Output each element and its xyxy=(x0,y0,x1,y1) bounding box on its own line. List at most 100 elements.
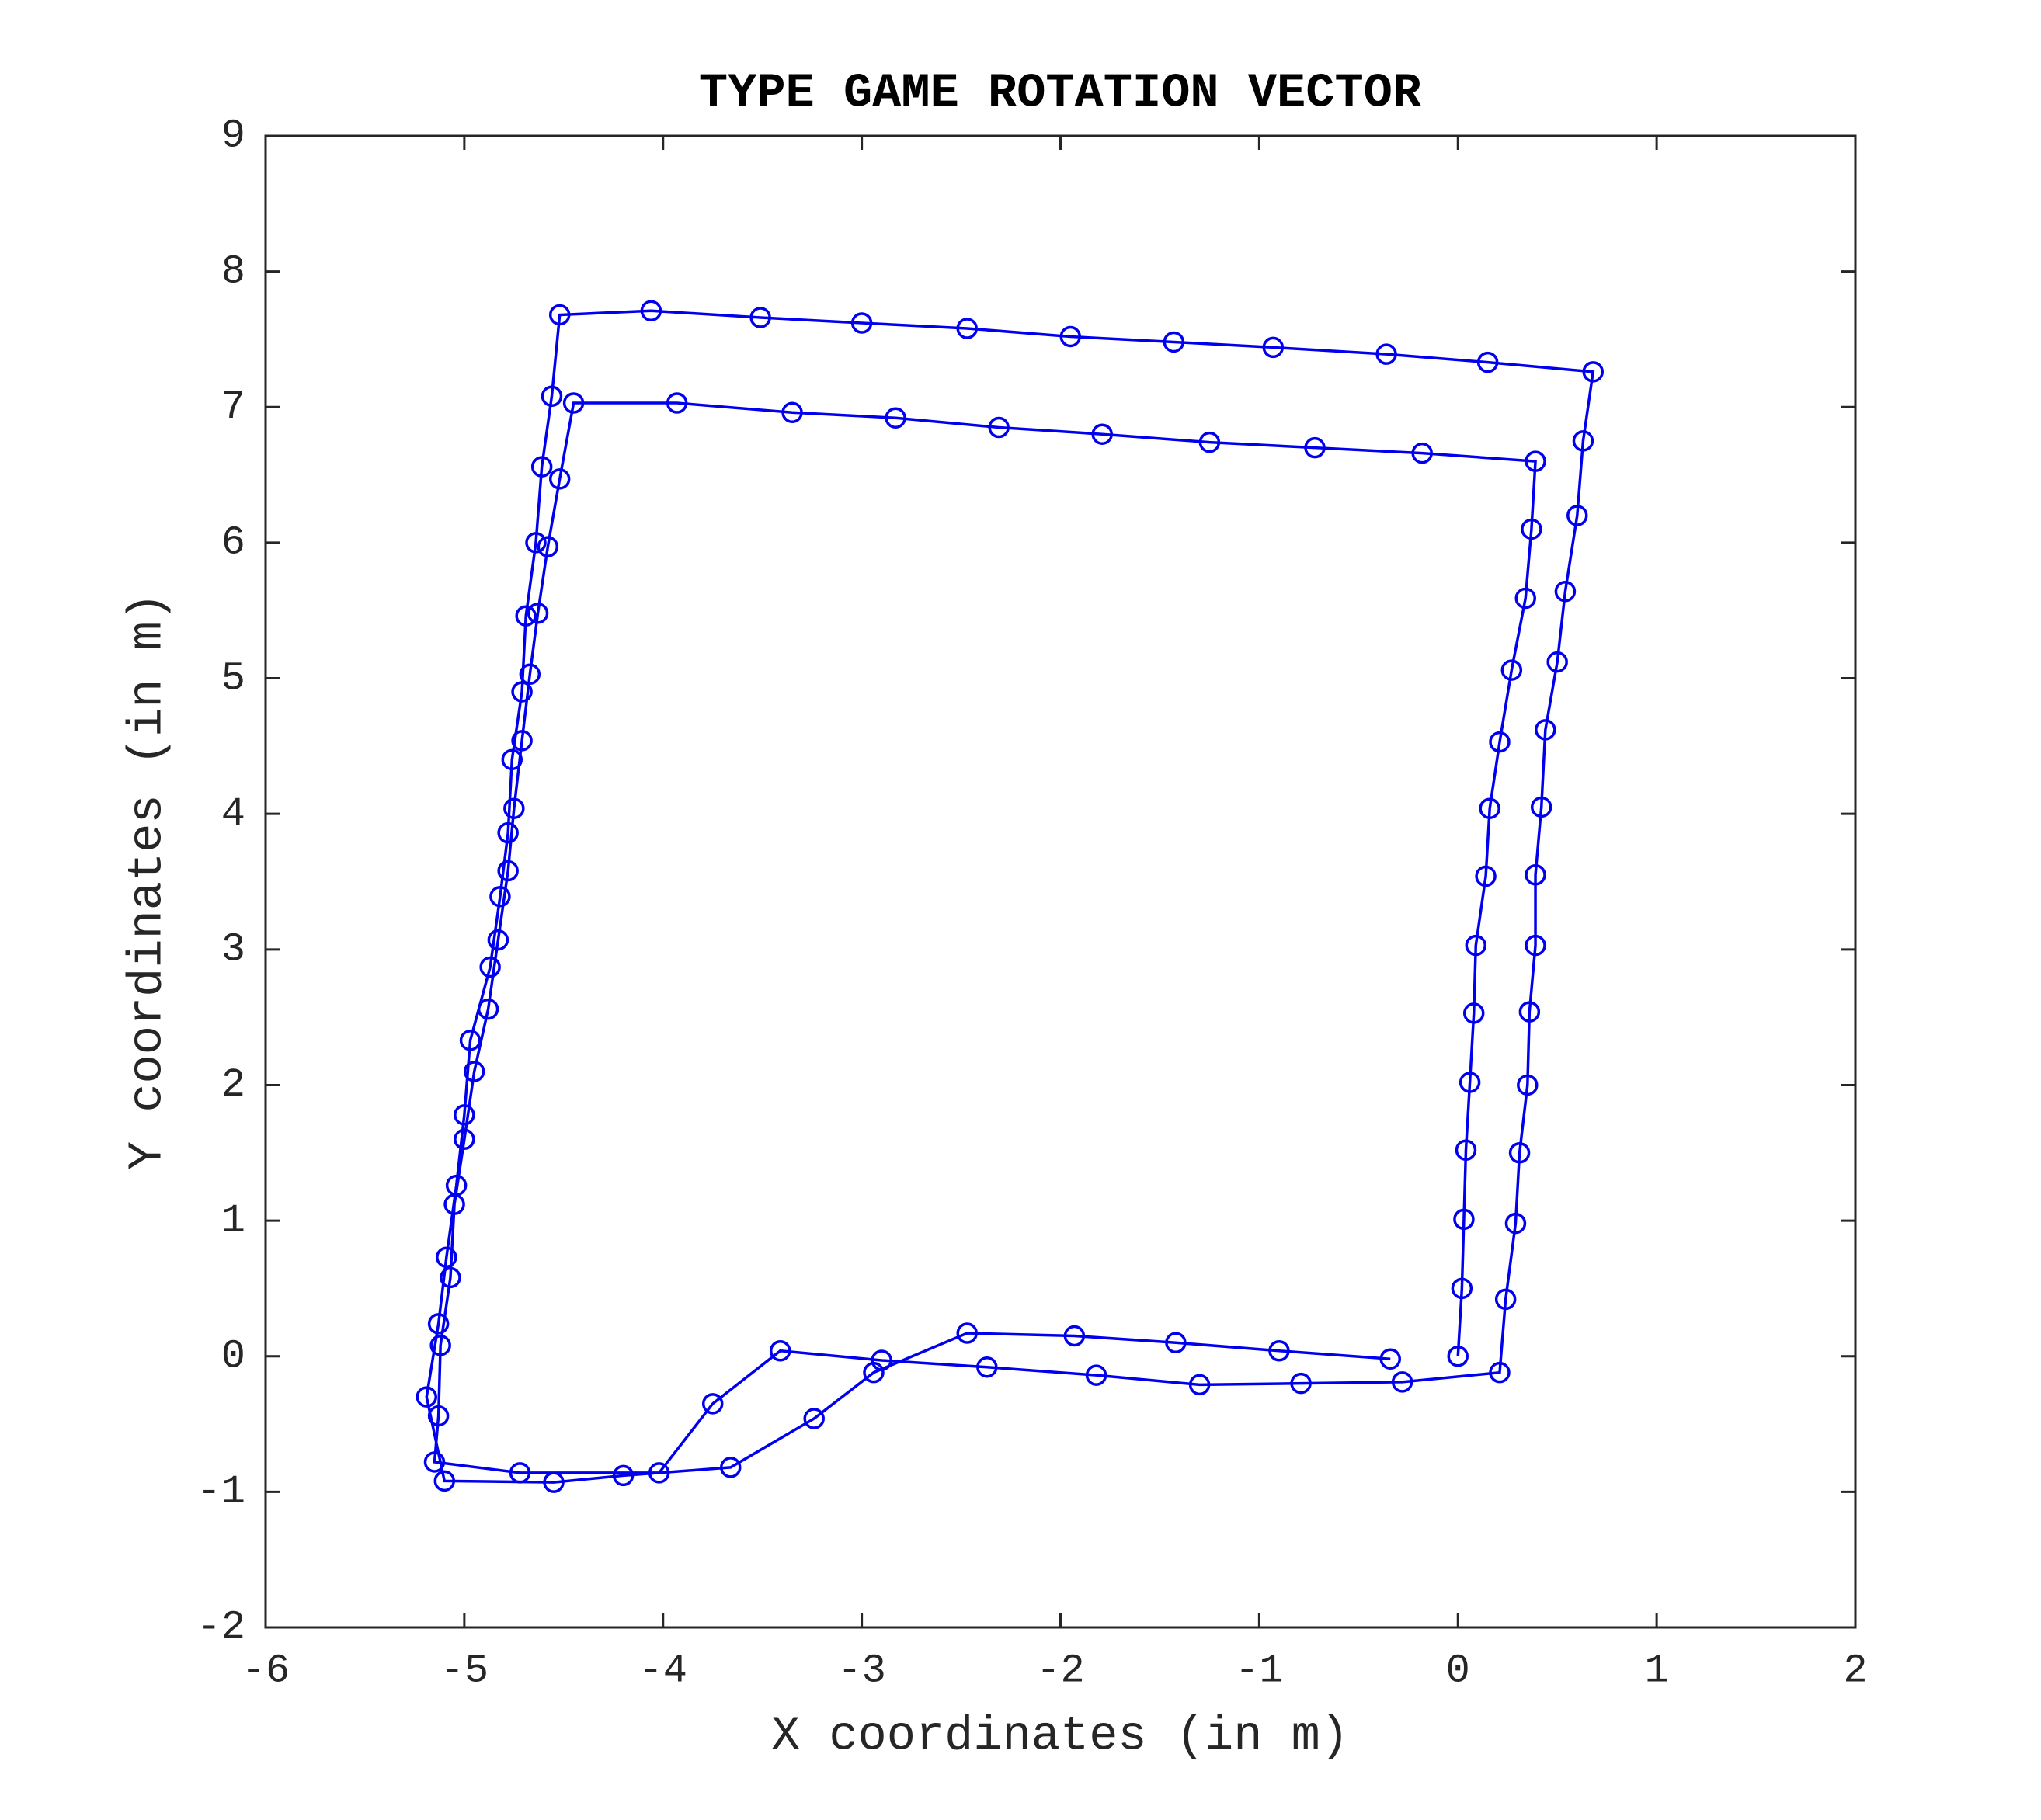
marker xyxy=(548,468,571,490)
y-tick-label: 4 xyxy=(221,791,245,837)
y-tick-label: 0 xyxy=(221,1333,245,1379)
marker xyxy=(489,885,511,908)
marker xyxy=(530,456,553,478)
marker xyxy=(429,1335,451,1356)
marker xyxy=(562,392,585,414)
marker xyxy=(1063,1325,1086,1347)
marker xyxy=(1582,361,1604,383)
x-tick-label: -5 xyxy=(440,1648,489,1694)
marker xyxy=(454,1104,475,1126)
marker xyxy=(1447,1345,1469,1367)
y-tick-label: 3 xyxy=(221,927,245,973)
marker xyxy=(701,1393,724,1415)
marker xyxy=(1188,1374,1211,1396)
x-tick-label: -2 xyxy=(1036,1648,1084,1694)
marker xyxy=(436,1246,457,1268)
chart-title: TYPE GAME ROTATION VECTOR xyxy=(699,65,1422,120)
marker xyxy=(863,1361,885,1384)
marker xyxy=(463,1061,485,1082)
marker xyxy=(1268,1339,1290,1362)
marker xyxy=(1500,659,1523,681)
x-tick-label: -6 xyxy=(242,1648,290,1694)
marker xyxy=(666,392,688,414)
marker xyxy=(781,401,803,424)
marker xyxy=(1518,1001,1541,1023)
marker xyxy=(1517,1074,1539,1096)
marker xyxy=(1566,505,1588,526)
marker xyxy=(803,1408,825,1429)
marker xyxy=(519,663,541,686)
marker xyxy=(648,1462,670,1484)
y-axis-label: Y coordinates (in m) xyxy=(120,592,175,1170)
marker xyxy=(1525,934,1546,957)
marker xyxy=(487,929,509,951)
y-tick-label: 6 xyxy=(221,520,245,566)
x-tick-label: 1 xyxy=(1645,1648,1669,1694)
marker xyxy=(515,605,537,627)
marker xyxy=(501,748,523,771)
marker xyxy=(543,1471,565,1493)
marker xyxy=(1455,1139,1477,1162)
x-tick-label: -1 xyxy=(1235,1648,1283,1694)
marker xyxy=(956,1322,978,1344)
marker xyxy=(1546,651,1568,673)
marker xyxy=(1525,450,1546,472)
x-tick-label: 2 xyxy=(1843,1648,1867,1694)
x-tick-label: -4 xyxy=(639,1648,687,1694)
marker xyxy=(440,1266,461,1289)
marker xyxy=(1459,1072,1481,1093)
marker xyxy=(503,797,525,819)
marker xyxy=(537,536,559,557)
y-tick-label: 7 xyxy=(221,384,245,430)
marker xyxy=(976,1356,998,1378)
marker xyxy=(1198,431,1221,453)
marker xyxy=(719,1457,742,1478)
marker xyxy=(1453,1208,1475,1231)
marker xyxy=(1535,719,1556,741)
marker xyxy=(850,312,873,334)
marker xyxy=(1489,1361,1511,1384)
marker xyxy=(1462,1002,1485,1024)
marker xyxy=(445,1174,468,1197)
marker xyxy=(1530,796,1552,818)
marker xyxy=(612,1464,635,1487)
marker xyxy=(1304,436,1326,459)
marker xyxy=(640,300,662,322)
marker xyxy=(1451,1277,1473,1300)
marker xyxy=(1262,336,1285,359)
marker xyxy=(511,681,533,703)
marker xyxy=(497,821,519,844)
marker xyxy=(416,1386,438,1408)
y-tick-label: 8 xyxy=(221,248,245,294)
marker xyxy=(1091,423,1113,445)
y-tick-label: 2 xyxy=(221,1062,245,1108)
y-tick-label: 9 xyxy=(221,113,245,159)
marker xyxy=(1525,864,1546,886)
y-tick-label: -1 xyxy=(197,1469,245,1515)
marker xyxy=(1379,1348,1402,1370)
marker xyxy=(1489,731,1511,753)
marker xyxy=(1475,865,1497,887)
marker xyxy=(1375,343,1397,365)
marker xyxy=(1554,581,1577,603)
marker xyxy=(988,416,1010,439)
marker xyxy=(769,1339,791,1362)
marker xyxy=(511,730,533,752)
marker xyxy=(454,1128,475,1151)
marker xyxy=(479,956,501,978)
y-tick-label: 5 xyxy=(221,655,245,701)
marker xyxy=(509,1462,531,1484)
marker xyxy=(423,1451,446,1473)
marker xyxy=(1290,1372,1312,1395)
marker xyxy=(1504,1212,1527,1235)
marker xyxy=(1059,325,1082,348)
marker xyxy=(1521,518,1542,540)
marker xyxy=(525,532,547,554)
marker xyxy=(427,1313,450,1335)
x-tick-label: 0 xyxy=(1446,1648,1470,1694)
marker xyxy=(1085,1364,1107,1386)
marker xyxy=(1476,351,1499,373)
marker xyxy=(541,385,563,408)
